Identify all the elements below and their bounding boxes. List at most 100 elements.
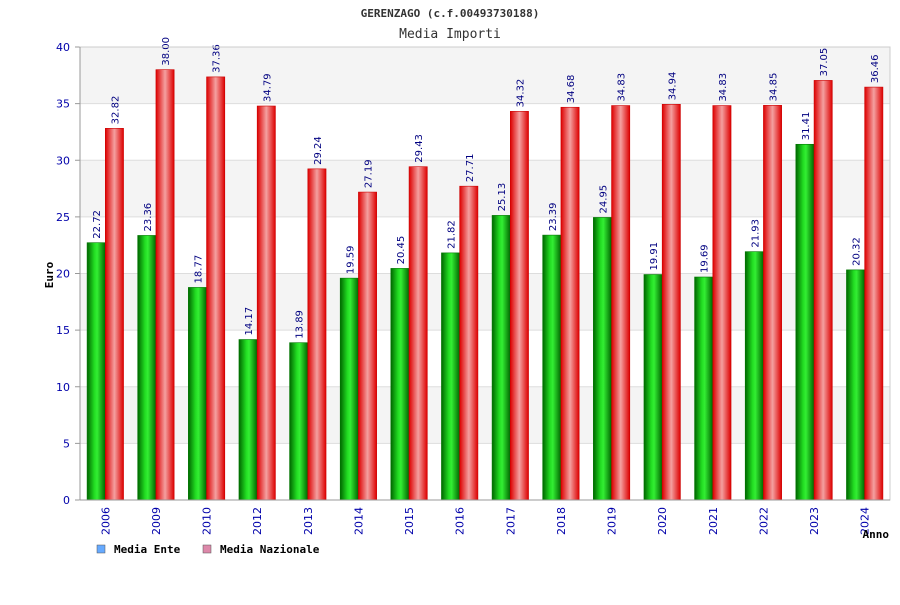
bar-media-nazionale xyxy=(560,106,580,501)
bar-media-ente xyxy=(846,269,865,501)
bar-media-nazionale xyxy=(408,166,428,501)
y-tick-label: 25 xyxy=(56,211,70,224)
legend: Media Ente Media Nazionale xyxy=(96,543,320,556)
value-label-media-nazionale: 37.36 xyxy=(212,44,223,73)
y-tick-labels: 0 5 10 15 20 25 30 35 40 xyxy=(56,41,70,507)
value-label-media-ente: 14.17 xyxy=(244,307,255,336)
chart-subtitle: Media Importi xyxy=(399,27,501,42)
x-tick-label: 2015 xyxy=(403,507,416,535)
value-label-media-nazionale: 34.68 xyxy=(566,75,577,104)
y-tick-label: 40 xyxy=(56,41,70,54)
bar-media-nazionale xyxy=(712,105,732,501)
x-tick-label: 2020 xyxy=(656,507,669,535)
value-labels-group: 22.72 32.82 23.36 38.00 18.77 37.36 14.17 34.79… xyxy=(92,37,881,339)
value-label-media-nazionale: 29.24 xyxy=(313,136,324,165)
value-label-media-nazionale: 32.82 xyxy=(110,96,121,125)
bar-media-nazionale xyxy=(105,128,124,501)
bar-media-ente xyxy=(339,277,359,501)
value-label-media-ente: 18.77 xyxy=(193,255,204,284)
value-label-media-nazionale: 34.83 xyxy=(617,73,628,102)
bar-media-ente xyxy=(137,235,157,501)
chart-title: GERENZAGO (c.f.00493730188) xyxy=(361,7,540,20)
x-tick-label: 2010 xyxy=(201,507,214,535)
bar-media-nazionale xyxy=(307,168,327,501)
bar-media-ente xyxy=(390,268,410,501)
legend-label-media-ente: Media Ente xyxy=(114,543,181,556)
value-label-media-ente: 21.93 xyxy=(750,219,761,248)
x-tick-label: 2014 xyxy=(352,507,365,535)
x-tick-label: 2006 xyxy=(99,507,112,535)
value-label-media-ente: 22.72 xyxy=(92,210,103,239)
value-label-media-ente: 21.82 xyxy=(447,220,458,249)
value-label-media-ente: 20.32 xyxy=(852,237,863,266)
bar-media-nazionale xyxy=(155,69,175,501)
axes-group xyxy=(79,46,891,501)
value-label-media-nazionale: 38.00 xyxy=(161,37,172,66)
value-label-media-ente: 20.45 xyxy=(396,236,407,265)
value-label-media-ente: 19.69 xyxy=(700,244,711,273)
bar-media-nazionale xyxy=(864,86,884,501)
y-tick-label: 35 xyxy=(56,98,70,111)
value-label-media-nazionale: 34.79 xyxy=(262,73,273,102)
value-label-media-nazionale: 36.46 xyxy=(870,54,881,83)
bar-media-ente xyxy=(289,342,309,501)
x-tick-label: 2022 xyxy=(757,507,770,535)
legend-swatch-media-ente xyxy=(96,544,106,554)
bar-media-ente xyxy=(238,339,258,501)
x-tick-label: 2013 xyxy=(302,507,315,535)
bar-media-nazionale xyxy=(358,191,377,501)
value-label-media-ente: 19.91 xyxy=(649,242,660,271)
value-label-media-nazionale: 29.43 xyxy=(414,134,425,163)
bar-media-nazionale xyxy=(611,105,631,501)
bar-media-ente xyxy=(542,234,562,501)
value-label-media-ente: 19.59 xyxy=(345,246,356,275)
x-tick-label: 2009 xyxy=(150,507,163,535)
bar-media-ente xyxy=(188,287,207,501)
bar-media-nazionale xyxy=(459,185,479,501)
bar-media-ente xyxy=(643,274,663,501)
value-label-media-nazionale: 34.85 xyxy=(769,73,780,102)
value-label-media-nazionale: 34.83 xyxy=(718,73,729,102)
bar-media-ente xyxy=(491,215,511,501)
bar-media-ente xyxy=(86,242,106,501)
x-tick-label: 2017 xyxy=(504,507,517,535)
y-tick-label: 10 xyxy=(56,381,70,394)
y-tick-label: 5 xyxy=(63,437,70,450)
bar-media-nazionale xyxy=(813,80,833,501)
bar-media-nazionale xyxy=(763,105,782,501)
legend-label-media-nazionale: Media Nazionale xyxy=(220,543,320,556)
legend-swatch-media-nazionale xyxy=(202,544,212,554)
x-tick-label: 2019 xyxy=(606,507,619,535)
bar-media-ente xyxy=(795,143,815,501)
value-label-media-nazionale: 34.94 xyxy=(667,72,678,101)
x-tick-label: 2023 xyxy=(808,507,821,535)
value-label-media-nazionale: 37.05 xyxy=(819,48,830,77)
value-label-media-nazionale: 27.71 xyxy=(465,154,476,183)
bar-media-nazionale xyxy=(661,104,681,501)
value-label-media-ente: 23.39 xyxy=(548,202,559,231)
value-label-media-ente: 25.13 xyxy=(497,183,508,212)
bar-media-nazionale xyxy=(206,76,226,501)
value-label-media-ente: 31.41 xyxy=(801,112,812,141)
value-label-media-ente: 13.89 xyxy=(295,310,306,339)
y-tick-label: 20 xyxy=(56,268,70,281)
x-tick-label: 2024 xyxy=(859,507,872,535)
bar-media-ente xyxy=(694,276,714,501)
bar-media-ente xyxy=(593,217,612,501)
y-axis-label: Euro xyxy=(43,261,56,288)
bar-media-ente xyxy=(744,251,764,501)
value-label-media-ente: 23.36 xyxy=(143,203,154,232)
x-tick-label: 2016 xyxy=(454,507,467,535)
x-tick-labels: 2006 2009 2010 2012 2013 2014 2015 2016 2017 2018… xyxy=(99,507,871,535)
y-tick-label: 15 xyxy=(56,324,70,337)
x-tick-label: 2021 xyxy=(707,507,720,535)
bar-media-nazionale xyxy=(510,111,529,501)
value-label-media-nazionale: 34.32 xyxy=(515,79,526,108)
y-tick-label: 0 xyxy=(63,494,70,507)
x-axis-label: Anno xyxy=(863,528,890,541)
x-tick-label: 2018 xyxy=(555,507,568,535)
y-tick-label: 30 xyxy=(56,154,70,167)
bar-media-ente xyxy=(441,252,460,501)
